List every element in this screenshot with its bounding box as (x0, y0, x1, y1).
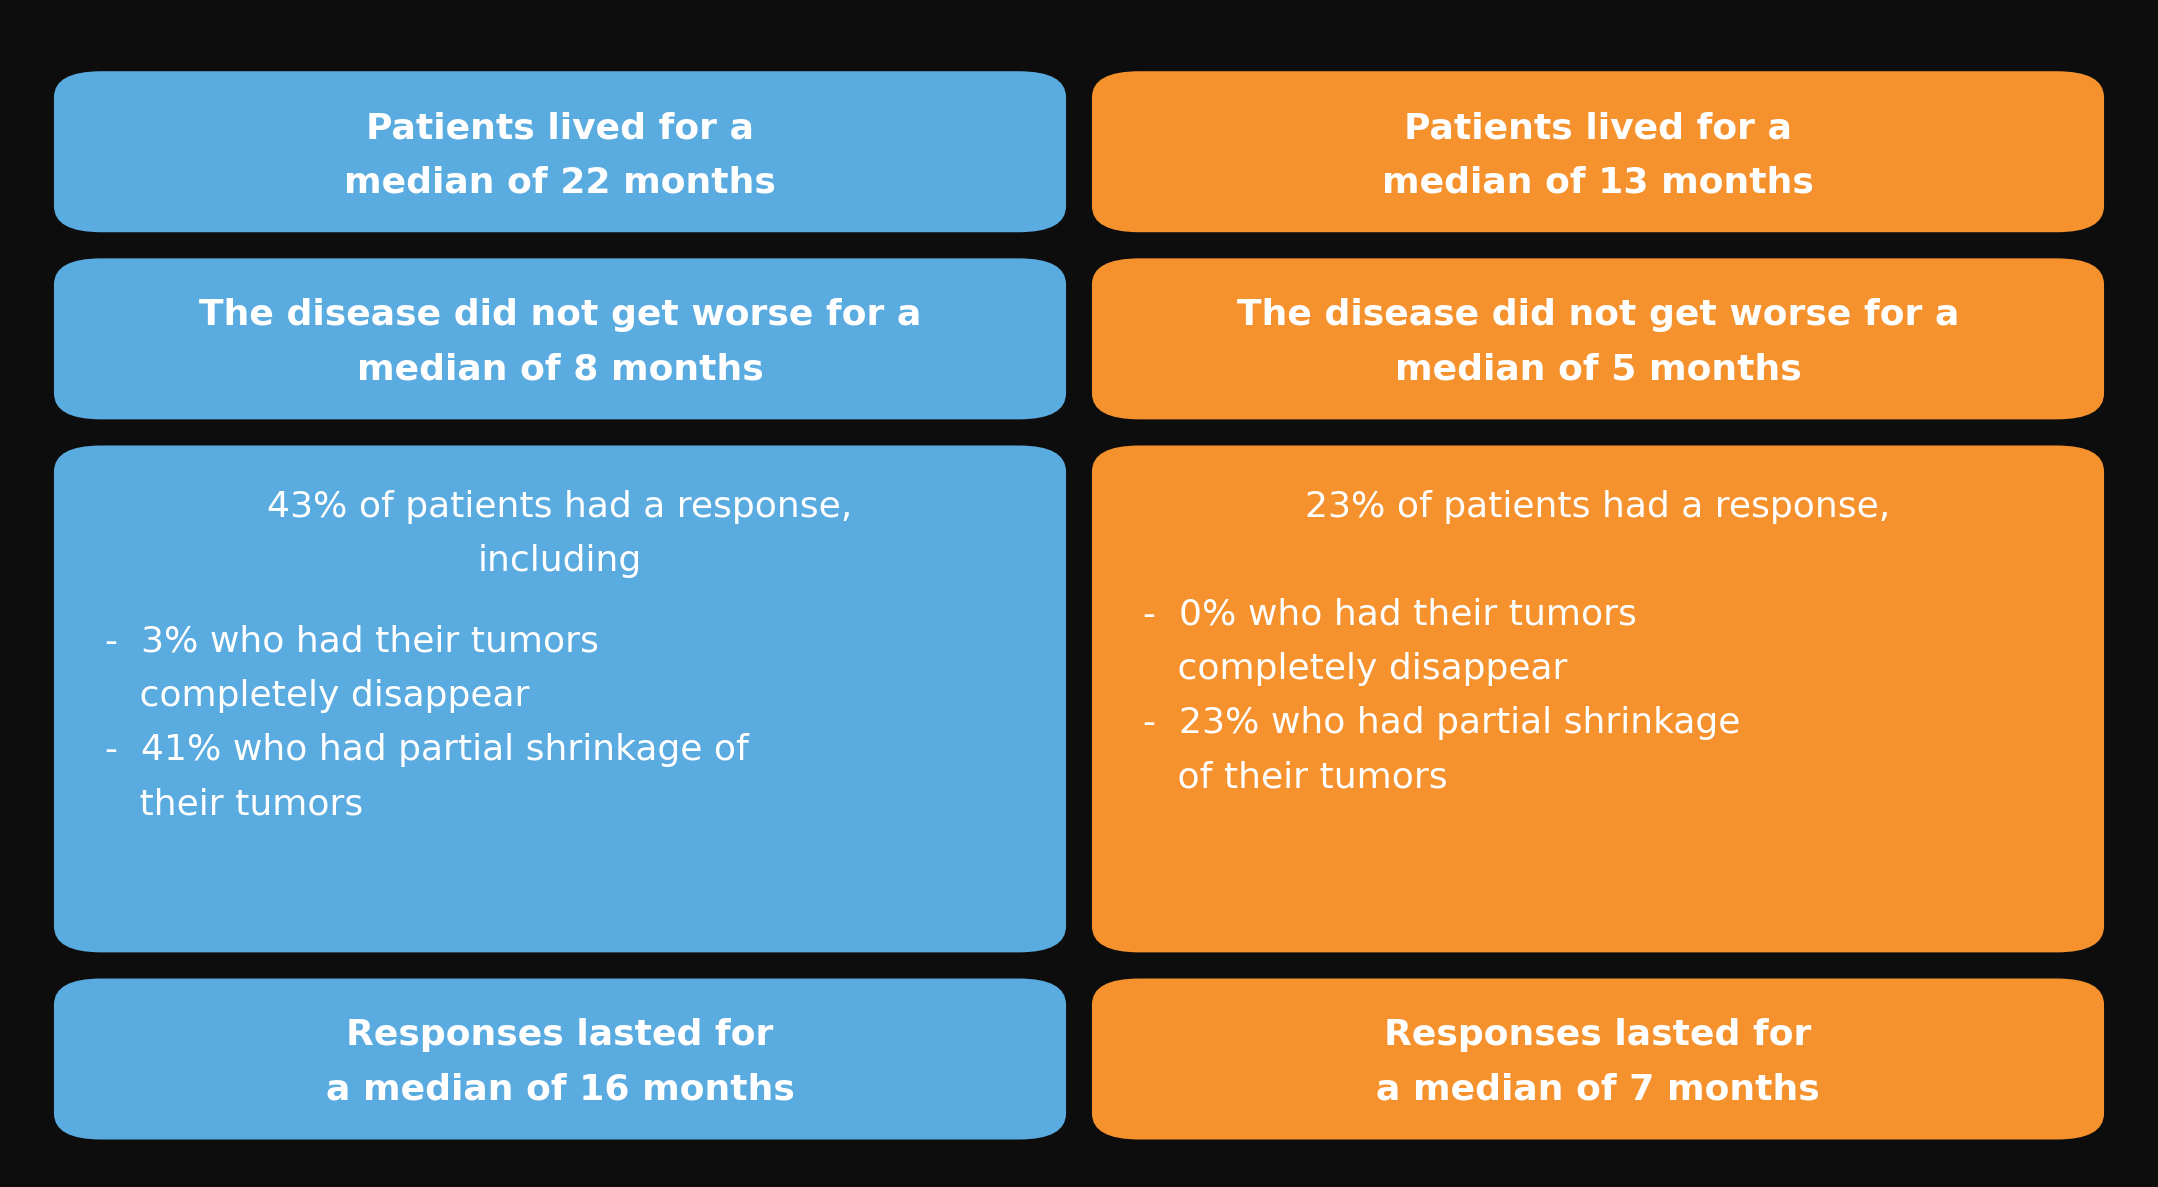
Text: median of 13 months: median of 13 months (1381, 165, 1815, 199)
Text: Responses lasted for: Responses lasted for (345, 1018, 775, 1053)
Text: of their tumors: of their tumors (1142, 761, 1448, 794)
Text: 23% of patients had a response,: 23% of patients had a response, (1306, 489, 1890, 523)
FancyBboxPatch shape (54, 978, 1066, 1140)
Text: median of 8 months: median of 8 months (356, 353, 764, 387)
FancyBboxPatch shape (1092, 259, 2104, 419)
Text: Patients lived for a: Patients lived for a (367, 112, 753, 145)
Text: a median of 16 months: a median of 16 months (326, 1073, 794, 1106)
Text: their tumors: their tumors (104, 787, 363, 821)
Text: Responses lasted for: Responses lasted for (1383, 1018, 1813, 1053)
Text: a median of 7 months: a median of 7 months (1377, 1073, 1819, 1106)
Text: completely disappear: completely disappear (1142, 652, 1567, 686)
FancyBboxPatch shape (1092, 445, 2104, 952)
Text: Patients lived for a: Patients lived for a (1405, 112, 1791, 145)
Text: -  41% who had partial shrinkage of: - 41% who had partial shrinkage of (104, 734, 749, 767)
FancyBboxPatch shape (54, 445, 1066, 952)
FancyBboxPatch shape (54, 259, 1066, 419)
Text: median of 22 months: median of 22 months (343, 165, 777, 199)
FancyBboxPatch shape (1092, 978, 2104, 1140)
Text: -  3% who had their tumors: - 3% who had their tumors (104, 624, 598, 659)
Text: median of 5 months: median of 5 months (1394, 353, 1802, 387)
Text: completely disappear: completely disappear (104, 679, 529, 713)
Text: -  23% who had partial shrinkage: - 23% who had partial shrinkage (1142, 706, 1739, 741)
Text: 43% of patients had a response,: 43% of patients had a response, (268, 489, 852, 523)
Text: including: including (477, 544, 643, 578)
FancyBboxPatch shape (1092, 71, 2104, 233)
Text: The disease did not get worse for a: The disease did not get worse for a (1237, 298, 1959, 332)
Text: The disease did not get worse for a: The disease did not get worse for a (199, 298, 921, 332)
Text: -  0% who had their tumors: - 0% who had their tumors (1142, 598, 1636, 631)
FancyBboxPatch shape (54, 71, 1066, 233)
